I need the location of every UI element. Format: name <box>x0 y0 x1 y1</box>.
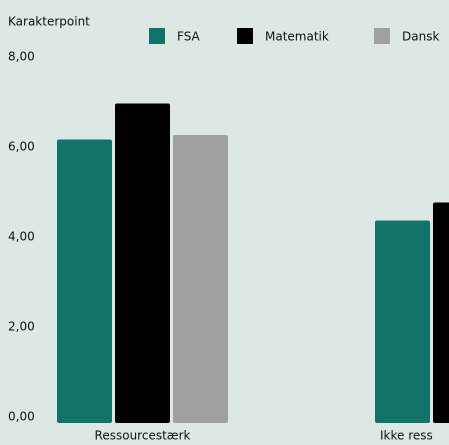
bar <box>375 220 430 423</box>
y-tick-label: 2,00 <box>8 320 35 334</box>
bar <box>173 135 228 423</box>
y-tick-label: 0,00 <box>8 410 35 424</box>
bar <box>433 202 449 423</box>
y-tick-label: 8,00 <box>8 50 35 64</box>
legend-swatch <box>149 28 165 44</box>
legend-label: Dansk <box>402 30 439 44</box>
legend-label: Matematik <box>265 30 329 44</box>
y-tick-label: 6,00 <box>8 140 35 154</box>
legend-label: FSA <box>177 30 201 44</box>
y-tick-label: 4,00 <box>8 230 35 244</box>
legend-swatch <box>374 28 390 44</box>
bar <box>57 139 112 423</box>
bar <box>115 103 170 423</box>
legend-swatch <box>237 28 253 44</box>
x-tick-label: Ressourcestærk <box>95 429 191 443</box>
y-axis-title: Karakterpoint <box>8 15 90 29</box>
x-tick-label: Ikke ress <box>380 429 433 443</box>
